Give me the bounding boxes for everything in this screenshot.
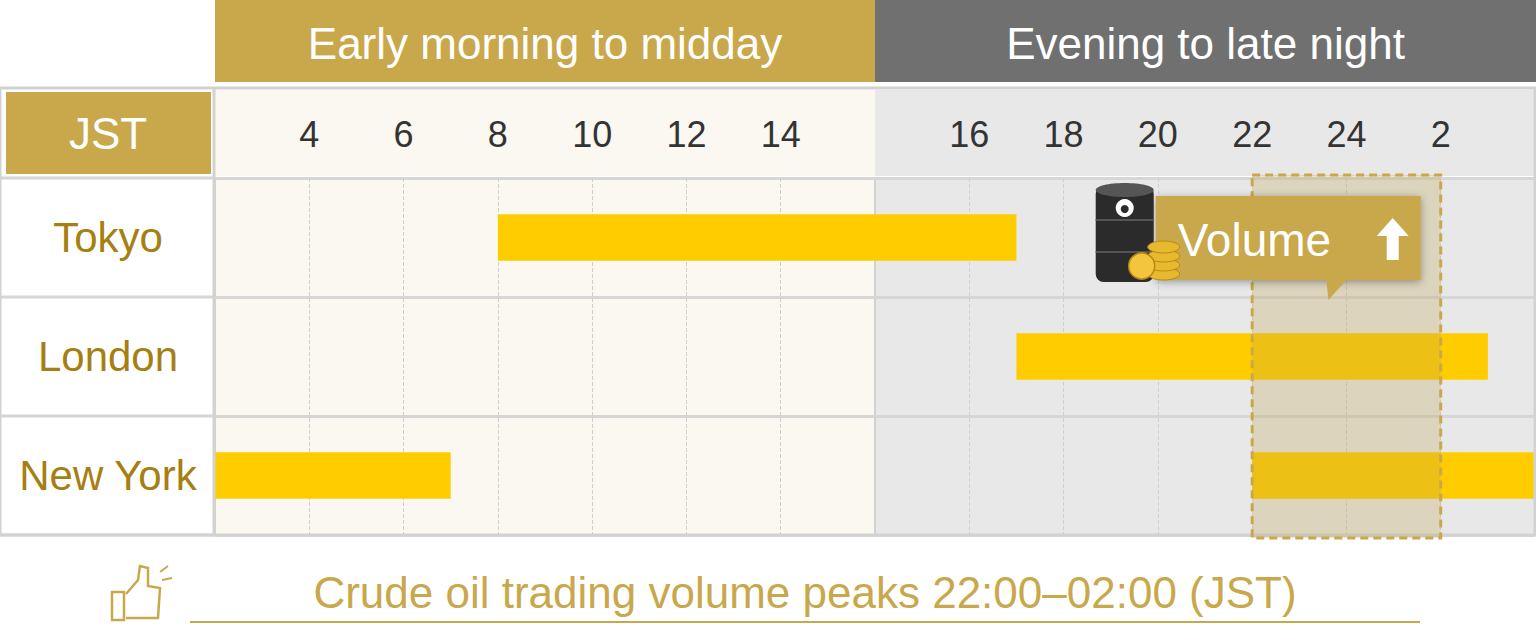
svg-text:8: 8 [488,114,508,155]
svg-text:Evening to late night: Evening to late night [1006,19,1405,68]
svg-text:18: 18 [1044,114,1084,155]
svg-text:10: 10 [572,114,612,155]
svg-text:Crude oil trading volume peaks: Crude oil trading volume peaks 22:00–02:… [313,568,1296,617]
svg-text:London: London [38,333,178,380]
svg-text:12: 12 [666,114,706,155]
svg-text:22: 22 [1232,114,1272,155]
svg-text:16: 16 [949,114,989,155]
svg-text:4: 4 [299,114,319,155]
svg-text:6: 6 [394,114,414,155]
svg-text:JST: JST [69,109,147,158]
svg-text:New York: New York [19,452,197,499]
svg-text:24: 24 [1326,114,1366,155]
svg-text:Tokyo: Tokyo [53,214,163,261]
svg-text:14: 14 [761,114,801,155]
svg-text:Volume: Volume [1178,214,1331,266]
svg-text:2: 2 [1431,114,1451,155]
svg-text:Early morning to midday: Early morning to midday [308,19,782,68]
svg-text:20: 20 [1138,114,1178,155]
